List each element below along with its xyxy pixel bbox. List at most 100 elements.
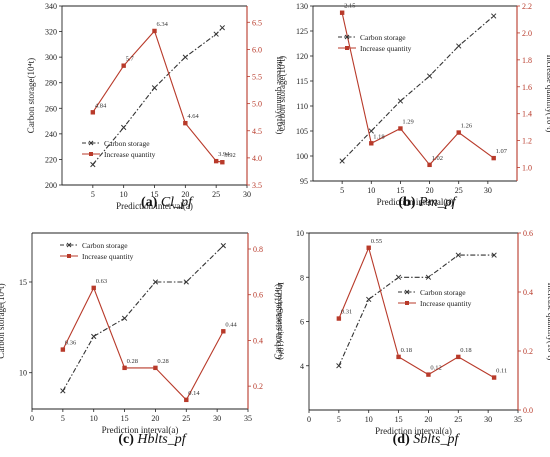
y-right-tick-label: 5.0 bbox=[252, 100, 262, 109]
data-label: 0.31 bbox=[341, 309, 352, 316]
increase-quantity-line bbox=[338, 246, 495, 379]
data-label: 3.92 bbox=[224, 152, 235, 159]
panel-caption: (a) Cl_pf bbox=[141, 195, 194, 210]
y-right-tick-label: 1.8 bbox=[522, 56, 532, 65]
x-tick-label: 0 bbox=[30, 414, 34, 423]
carbon-storage-point bbox=[397, 98, 404, 104]
data-label: 0.28 bbox=[157, 358, 168, 365]
y-axis-title: Carbon storage(10⁴t) bbox=[277, 56, 287, 131]
data-label: 0.55 bbox=[371, 238, 382, 245]
x-tick-label: 30 bbox=[484, 186, 492, 195]
carbon-storage-point bbox=[90, 161, 96, 168]
legend-marker bbox=[344, 34, 350, 40]
carbon-storage-point bbox=[219, 25, 225, 31]
x-tick-label: 15 bbox=[121, 414, 129, 423]
y-tick-label: 120 bbox=[296, 52, 308, 61]
carbon-storage-point bbox=[426, 73, 433, 79]
x-tick-label: 10 bbox=[365, 415, 373, 424]
legend: Carbon storage Increase quantity bbox=[60, 241, 134, 261]
y-right-tick-label: 0.4 bbox=[523, 288, 533, 297]
increase-quantity-point bbox=[336, 316, 342, 321]
x-tick-label: 20 bbox=[426, 186, 434, 195]
y-tick-label: 125 bbox=[296, 27, 308, 36]
y-tick-label: 300 bbox=[45, 53, 57, 62]
increase-quantity-point bbox=[122, 365, 127, 371]
x-axis-title: Prediction interval(a) bbox=[375, 426, 452, 436]
increase-quantity-point bbox=[221, 329, 226, 334]
point-cross-stroke bbox=[455, 252, 461, 258]
x-tick-label: 5 bbox=[61, 414, 65, 423]
x-tick-label: 10 bbox=[367, 186, 375, 195]
panel-caption: (c) Hblts_pf bbox=[118, 432, 187, 447]
point-cross-stroke bbox=[152, 279, 159, 285]
y-tick-label: 280 bbox=[45, 79, 57, 88]
point-cross-stroke bbox=[182, 54, 188, 60]
legend-label: Carbon storage bbox=[82, 241, 128, 250]
data-label: 2.15 bbox=[344, 3, 355, 10]
point-cross-stroke bbox=[90, 161, 96, 168]
y-right-axis-title: Increase quantity(10⁴t) bbox=[546, 283, 550, 361]
y-right-tick-label: 0.0 bbox=[523, 406, 533, 415]
point-cross-stroke bbox=[339, 158, 345, 164]
chart-panel-b: 5 10 15 20 25 30 95 100 105 110 115 120 125 130 1.0 1.2… bbox=[277, 2, 550, 210]
legend-marker bbox=[404, 289, 410, 295]
carbon-storage-point bbox=[425, 274, 432, 280]
carbon-storage-point bbox=[368, 128, 374, 134]
x-tick-label: 30 bbox=[213, 414, 221, 423]
x-tick-label: 5 bbox=[340, 186, 344, 195]
y-right-tick-label: 6.5 bbox=[252, 18, 262, 27]
increase-quantity-point bbox=[339, 10, 345, 15]
data-label: 4.84 bbox=[95, 102, 107, 109]
point-cross-stroke bbox=[220, 243, 226, 249]
y-right-tick-label: 0.6 bbox=[523, 229, 533, 238]
y-tick-label: 10 bbox=[296, 229, 304, 238]
y-right-tick-label: 0.4 bbox=[253, 336, 263, 345]
point-cross-stroke bbox=[491, 252, 497, 258]
y-tick-label: 110 bbox=[296, 102, 308, 111]
y-tick-label: 115 bbox=[296, 77, 308, 86]
caption-letter: (a) bbox=[141, 195, 161, 210]
carbon-storage-point bbox=[455, 252, 461, 258]
y-right-tick-label: 1.4 bbox=[522, 110, 532, 119]
legend-label: Increase quantity bbox=[420, 299, 472, 308]
y-tick-label: 220 bbox=[45, 155, 57, 164]
increase-quantity-point bbox=[398, 126, 403, 131]
increase-quantity-point bbox=[152, 28, 157, 34]
increase-quantity-point bbox=[153, 365, 158, 371]
y-right-tick-label: 4.5 bbox=[252, 127, 262, 136]
data-label: 0.18 bbox=[401, 347, 412, 354]
increase-quantity-line bbox=[62, 286, 224, 401]
data-label: 0.63 bbox=[96, 278, 107, 285]
increase-quantity-point bbox=[220, 160, 225, 165]
legend-label: Increase quantity bbox=[360, 44, 412, 53]
increase-quantity-point bbox=[427, 162, 432, 168]
panel-caption: (b) Pm_pf bbox=[398, 195, 457, 210]
y-right-axis-title: Increase quantity(10⁴t) bbox=[545, 55, 550, 133]
legend-marker bbox=[66, 242, 72, 248]
caption-name: Pm_pf bbox=[418, 195, 458, 210]
x-tick-label: 30 bbox=[484, 415, 492, 424]
data-label: 0.11 bbox=[496, 368, 507, 375]
x-tick-label: 20 bbox=[151, 414, 159, 423]
point-cross-stroke bbox=[183, 279, 189, 285]
increase-quantity-point bbox=[491, 375, 497, 380]
x-axis-title: Prediction interval(a) bbox=[377, 197, 454, 207]
x-axis-title: Prediction interval(a) bbox=[116, 201, 193, 211]
point-cross-stroke bbox=[397, 98, 404, 104]
data-label: 1.02 bbox=[432, 155, 443, 162]
x-tick-label: 35 bbox=[514, 415, 522, 424]
legend-marker bbox=[345, 46, 349, 50]
y-right-tick-label: 3.5 bbox=[252, 181, 262, 190]
x-tick-label: 5 bbox=[91, 190, 95, 199]
legend: Carbon storage Increase quantity bbox=[338, 33, 412, 53]
point-cross-stroke bbox=[366, 296, 372, 303]
y-axis-title: Carbon storage(10⁴t) bbox=[0, 283, 6, 358]
increase-quantity-point bbox=[366, 245, 371, 250]
carbon-storage-point bbox=[213, 31, 219, 37]
carbon-storage-line bbox=[341, 15, 495, 162]
legend-label: Increase quantity bbox=[104, 150, 156, 159]
y-right-tick-label: 2.0 bbox=[522, 29, 532, 38]
data-label: 1.18 bbox=[373, 133, 384, 140]
y-tick-label: 130 bbox=[296, 2, 308, 11]
x-tick-label: 25 bbox=[454, 415, 462, 424]
